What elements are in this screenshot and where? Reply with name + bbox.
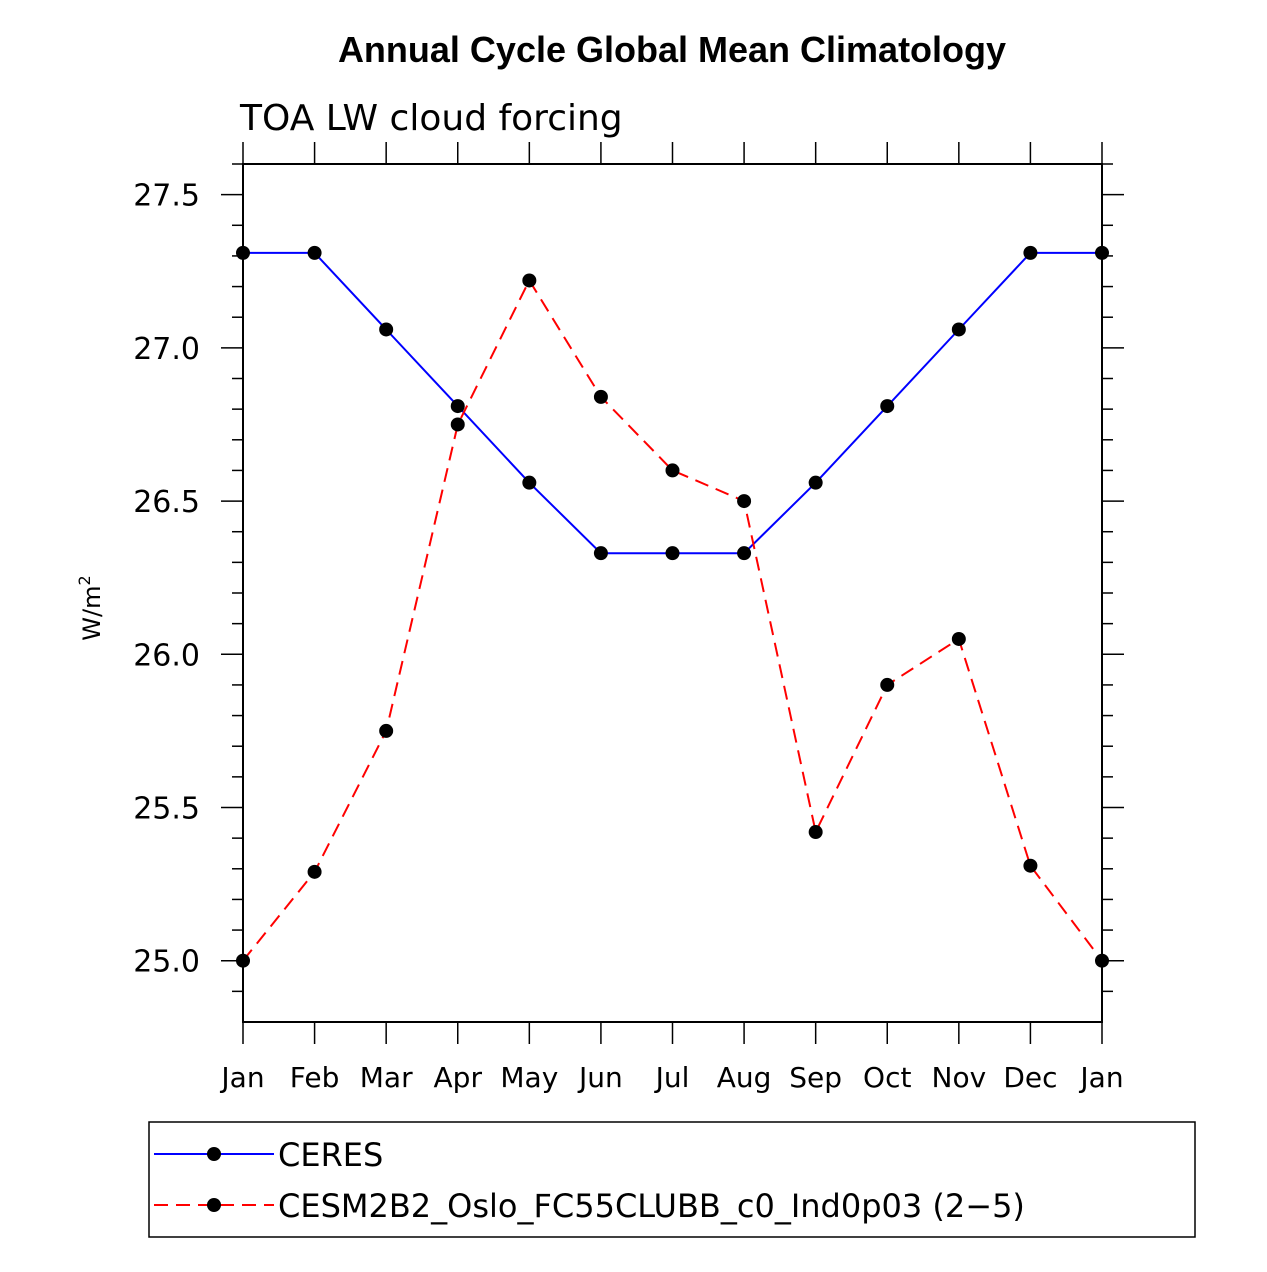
data-point-series-1 xyxy=(450,417,465,432)
y-tick-label: 27.5 xyxy=(133,179,200,214)
data-point-series-1 xyxy=(307,864,322,879)
data-point-series-0 xyxy=(593,546,608,561)
data-point-series-0 xyxy=(808,475,823,490)
data-point-series-1 xyxy=(737,494,752,509)
legend-marker-ceres xyxy=(207,1147,221,1161)
data-point-series-1 xyxy=(1095,953,1109,968)
data-point-series-0 xyxy=(379,322,394,337)
y-tick-label: 26.5 xyxy=(133,485,200,520)
series-line-0 xyxy=(243,251,1102,555)
data-point-series-0 xyxy=(1095,245,1109,260)
y-tick-label: 25.5 xyxy=(133,792,200,827)
x-tick-label: Jan xyxy=(219,1061,264,1094)
data-point-series-1 xyxy=(1023,858,1038,873)
data-point-series-1 xyxy=(880,677,895,692)
data-markers xyxy=(236,245,1109,968)
legend: CERES CESM2B2_Oslo_FC55CLUBB_c0_Ind0p03 … xyxy=(148,1121,1196,1238)
tick-labels: 25.0 25.5 26.0 26.5 27.0 27.5 Jan Feb Mar Apr May J… xyxy=(133,179,1123,1094)
x-tick-label: Apr xyxy=(434,1061,483,1094)
data-point-series-1 xyxy=(522,273,537,288)
x-tick-label: Dec xyxy=(1003,1061,1057,1094)
legend-label-ceres: CERES xyxy=(278,1136,383,1174)
x-tick-label: May xyxy=(500,1061,558,1094)
y-tick-label: 25.0 xyxy=(133,945,200,980)
legend-box xyxy=(148,1121,1196,1238)
x-tick-label: Nov xyxy=(932,1061,987,1094)
data-point-series-0 xyxy=(665,546,680,561)
data-point-series-1 xyxy=(236,953,250,968)
data-point-series-1 xyxy=(665,463,680,478)
data-point-series-0 xyxy=(522,475,537,490)
x-tick-label: Jul xyxy=(654,1061,690,1094)
y-tick-label: 26.0 xyxy=(133,638,200,673)
legend-marker-cesm xyxy=(207,1198,221,1212)
plot-frame xyxy=(242,163,1103,1023)
x-tick-label: Feb xyxy=(290,1061,340,1094)
axis-ticks xyxy=(221,142,1124,1044)
x-tick-label: Aug xyxy=(717,1061,772,1094)
legend-label-cesm: CESM2B2_Oslo_FC55CLUBB_c0_Ind0p03 (2−5) xyxy=(278,1187,1025,1225)
data-point-series-1 xyxy=(379,723,394,738)
data-point-series-0 xyxy=(236,245,250,260)
chart-subtitle: TOA LW cloud forcing xyxy=(239,98,623,139)
data-point-series-0 xyxy=(880,399,895,414)
x-tick-label: Jan xyxy=(1078,1061,1123,1094)
x-tick-label: Jun xyxy=(577,1061,623,1094)
series-lines xyxy=(242,251,1103,962)
chart-title: Annual Cycle Global Mean Climatology xyxy=(338,29,1006,70)
x-tick-label: Mar xyxy=(360,1061,413,1094)
data-point-series-1 xyxy=(951,631,966,646)
data-point-series-0 xyxy=(450,399,465,414)
data-point-series-0 xyxy=(737,546,752,561)
data-point-series-1 xyxy=(593,389,608,404)
data-point-series-0 xyxy=(307,245,322,260)
data-point-series-0 xyxy=(1023,245,1038,260)
y-axis-label-unit: W/m xyxy=(78,585,106,640)
y-axis-label: W/m2 xyxy=(75,575,106,640)
x-tick-label: Sep xyxy=(789,1061,842,1094)
y-axis-label-superscript: 2 xyxy=(75,575,94,585)
data-point-series-1 xyxy=(808,825,823,840)
y-tick-label: 27.0 xyxy=(133,332,200,367)
series-line-1 xyxy=(242,278,1103,962)
x-tick-label: Oct xyxy=(863,1061,911,1094)
data-point-series-0 xyxy=(951,322,966,337)
